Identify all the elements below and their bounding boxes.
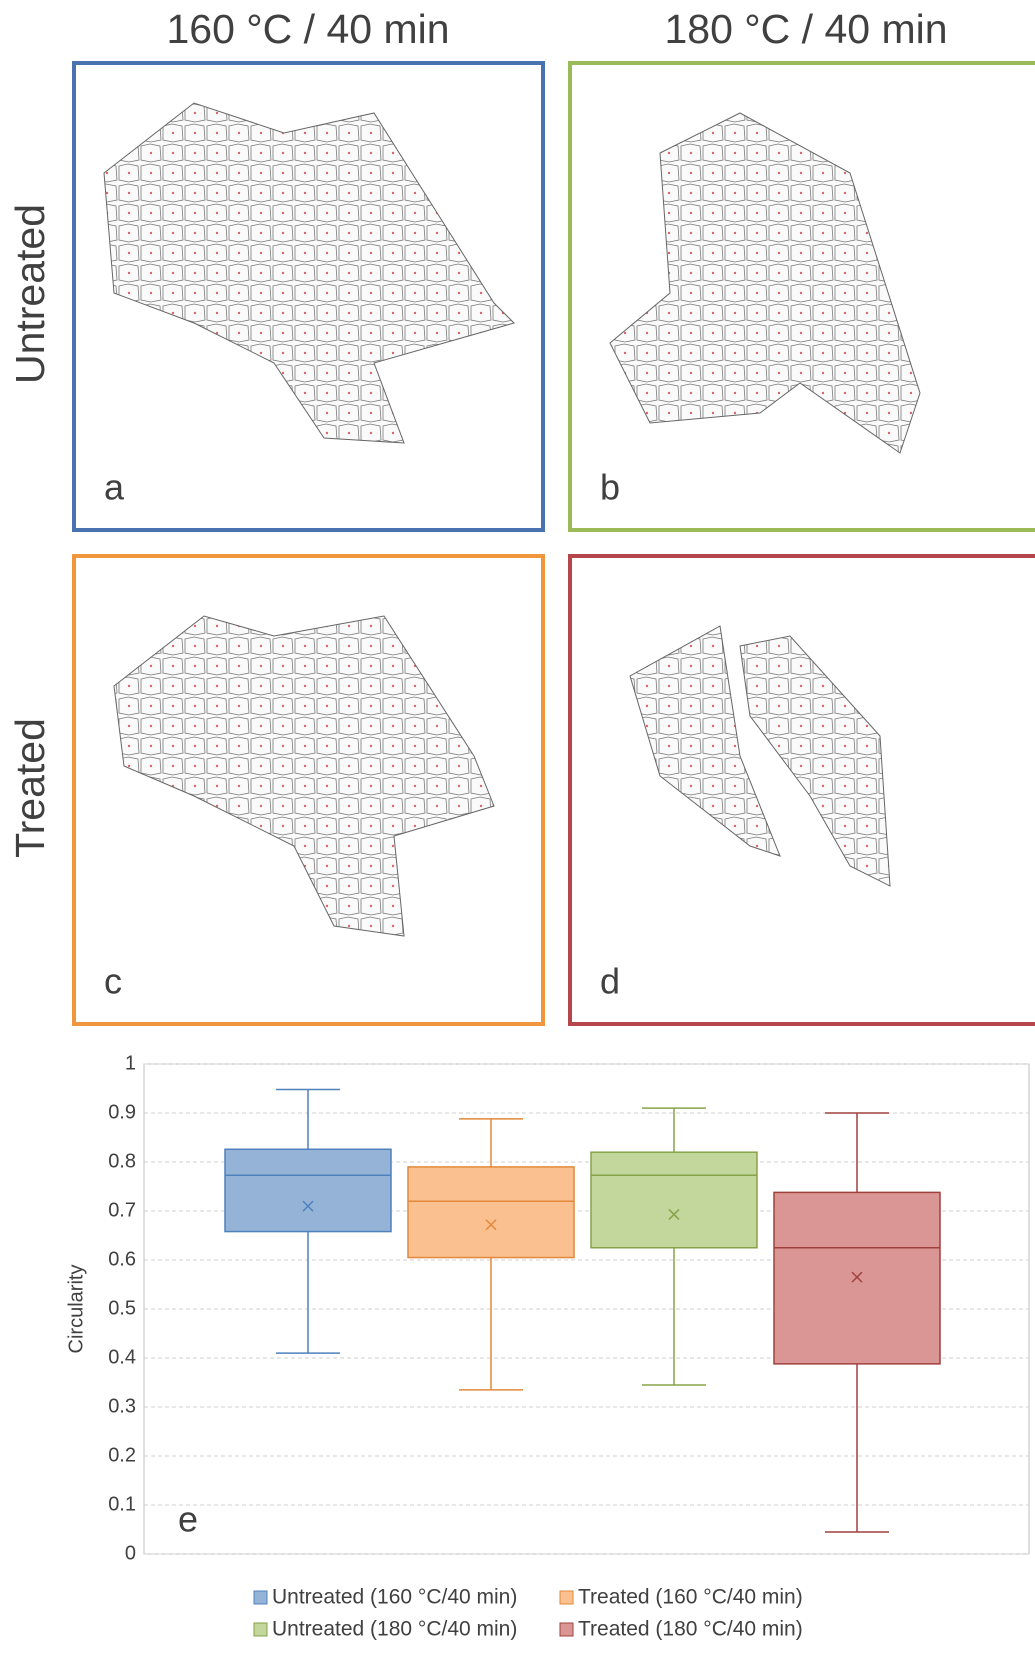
legend-swatch [253,1622,268,1637]
y-tick-label: 0.8 [108,1150,136,1172]
mean-marker [485,1219,497,1231]
legend-label: Untreated (160 °C/40 min) [272,1586,517,1609]
mean-marker [851,1271,863,1283]
panel-letter: d [600,961,620,1002]
column-header: 180 °C / 40 min [664,6,947,52]
panel-letter: b [600,467,620,508]
row-label: Untreated [7,204,53,384]
micrograph [609,112,921,454]
y-tick-label: 0.3 [108,1395,136,1417]
micrograph [103,102,515,444]
panel-letter: e [178,1499,198,1540]
box [224,1148,392,1233]
y-tick-label: 0.4 [108,1346,136,1368]
legend-swatch [559,1590,574,1605]
column-header: 160 °C / 40 min [166,6,449,52]
micrograph [113,615,495,937]
y-tick-label: 0.6 [108,1248,136,1270]
legend-label: Untreated (180 °C/40 min) [272,1618,517,1641]
panel-letter: a [104,467,125,508]
legend-swatch [559,1622,574,1637]
y-tick-label: 0.5 [108,1297,136,1319]
y-tick-label: 0.2 [108,1444,136,1466]
row-label: Treated [7,718,53,858]
micrograph [629,625,891,887]
mean-marker [302,1200,314,1212]
y-tick-label: 0.7 [108,1199,136,1221]
panel-frame [72,554,545,1026]
y-tick-label: 0 [125,1542,136,1564]
mean-marker [668,1208,680,1220]
panel-letter: c [104,961,122,1002]
box [407,1166,575,1259]
y-tick-label: 1 [125,1052,136,1074]
legend-label: Treated (160 °C/40 min) [578,1586,803,1609]
box [590,1151,758,1249]
y-axis-label: Circularity [65,1265,87,1354]
legend-label: Treated (180 °C/40 min) [578,1618,803,1641]
panel-frame [72,61,545,532]
panel-frame [568,61,1035,532]
panel-frame [568,554,1035,1026]
legend-swatch [253,1590,268,1605]
y-tick-label: 0.1 [108,1493,136,1515]
y-tick-label: 0.9 [108,1101,136,1123]
